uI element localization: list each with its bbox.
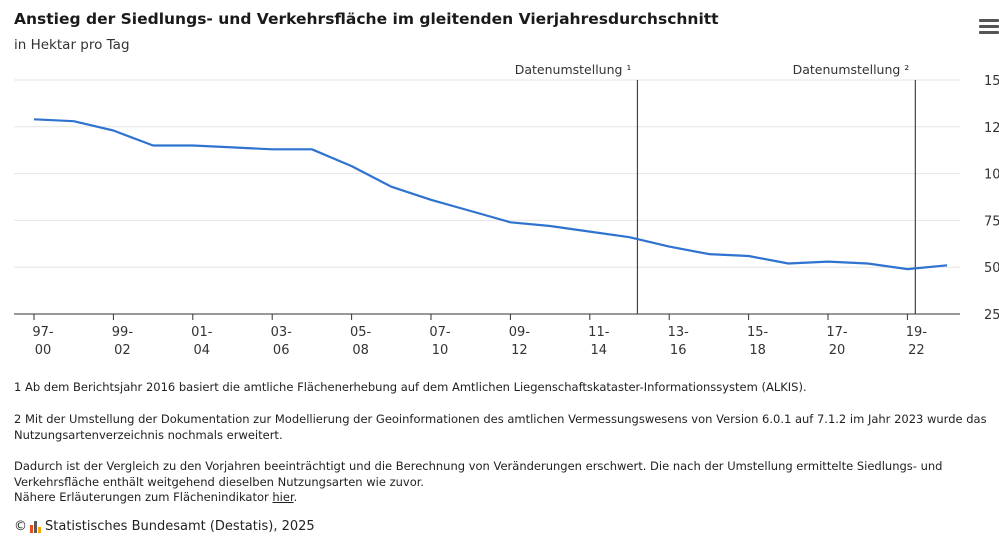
line-chart: 25 50 75 100 125 150 97- 00 99- 02 01- 04 03- 06 05- 08… <box>14 62 999 358</box>
x-tick-label-bottom: 10 <box>432 343 449 358</box>
x-tick-label-top: 11- <box>588 325 610 340</box>
more-info-link[interactable]: hier <box>272 490 294 504</box>
data-point <box>310 147 314 151</box>
copyright-symbol: © <box>14 519 27 534</box>
x-tick-label-bottom: 00 <box>35 343 52 358</box>
destatis-logo-icon <box>30 520 42 533</box>
footnote-3-more-prefix: Nähere Erläuterungen zum Flächenindikato… <box>14 490 273 504</box>
x-tick-label-top: 13- <box>668 325 690 340</box>
copyright-text: Statistisches Bundesamt (Destatis), 2025 <box>45 519 315 534</box>
data-point <box>151 144 155 148</box>
hamburger-menu-icon[interactable] <box>979 18 999 34</box>
x-tick-label-top: 05- <box>350 325 372 340</box>
data-point <box>786 261 790 265</box>
annotation-label: Datenumstellung ¹ <box>515 62 632 77</box>
x-tick-label-top: 03- <box>271 325 293 340</box>
data-point <box>588 230 592 234</box>
y-tick-label: 50 <box>984 261 999 276</box>
y-tick-label: 75 <box>984 214 999 229</box>
y-tick-label: 125 <box>984 121 999 136</box>
x-tick-label-top: 19- <box>906 325 928 340</box>
annotation-label: Datenumstellung ² <box>793 62 910 77</box>
data-point <box>508 220 512 224</box>
data-point <box>628 235 632 239</box>
x-tick-label-bottom: 02 <box>114 343 131 358</box>
data-point <box>270 147 274 151</box>
x-tick-label-top: 07- <box>429 325 451 340</box>
data-point <box>231 145 235 149</box>
data-point <box>429 198 433 202</box>
data-point <box>548 224 552 228</box>
data-point <box>747 254 751 258</box>
chart-title: Anstieg der Siedlungs- und Verkehrsfläch… <box>14 10 719 28</box>
data-point <box>32 117 36 121</box>
x-tick-label-bottom: 18 <box>749 343 766 358</box>
footnote-3-text: Dadurch ist der Vergleich zu den Vorjahr… <box>14 459 943 489</box>
footnote-3-suffix: . <box>293 490 298 504</box>
y-tick-label: 25 <box>984 308 999 323</box>
y-tick-label: 150 <box>984 74 999 89</box>
copyright: © Statistisches Bundesamt (Destatis), 20… <box>14 519 315 534</box>
series-line <box>33 118 948 271</box>
x-tick-label-top: 99- <box>112 325 134 340</box>
data-point <box>905 267 909 271</box>
x-tick-label-bottom: 06 <box>273 343 290 358</box>
x-tick-label-bottom: 12 <box>511 343 528 358</box>
footnote-1: 1 Ab dem Berichtsjahr 2016 basiert die a… <box>14 380 807 394</box>
x-tick-label-top: 97- <box>32 325 54 340</box>
data-point <box>667 245 671 249</box>
x-tick-label-bottom: 08 <box>352 343 369 358</box>
chart-subtitle: in Hektar pro Tag <box>14 37 130 53</box>
data-point <box>866 261 870 265</box>
x-tick-label-bottom: 22 <box>908 343 925 358</box>
data-point <box>72 119 76 123</box>
footnote-2: 2 Mit der Umstellung der Dokumentation z… <box>14 412 987 442</box>
data-point <box>945 263 949 267</box>
x-tick-label-top: 09- <box>509 325 531 340</box>
x-tick-label-bottom: 16 <box>670 343 687 358</box>
x-tick-label-top: 17- <box>826 325 848 340</box>
data-point <box>111 129 115 133</box>
footnote-3: Dadurch ist der Vergleich zu den Vorjahr… <box>14 459 989 506</box>
x-tick-label-top: 01- <box>191 325 213 340</box>
data-point <box>469 209 473 213</box>
y-tick-label: 100 <box>984 168 999 183</box>
data-point <box>191 144 195 148</box>
x-tick-label-bottom: 20 <box>829 343 846 358</box>
x-tick-label-bottom: 04 <box>194 343 211 358</box>
data-point <box>350 164 354 168</box>
x-tick-label-bottom: 14 <box>591 343 608 358</box>
data-point <box>389 185 393 189</box>
data-point <box>707 252 711 256</box>
x-tick-label-top: 15- <box>747 325 769 340</box>
data-point <box>826 260 830 264</box>
